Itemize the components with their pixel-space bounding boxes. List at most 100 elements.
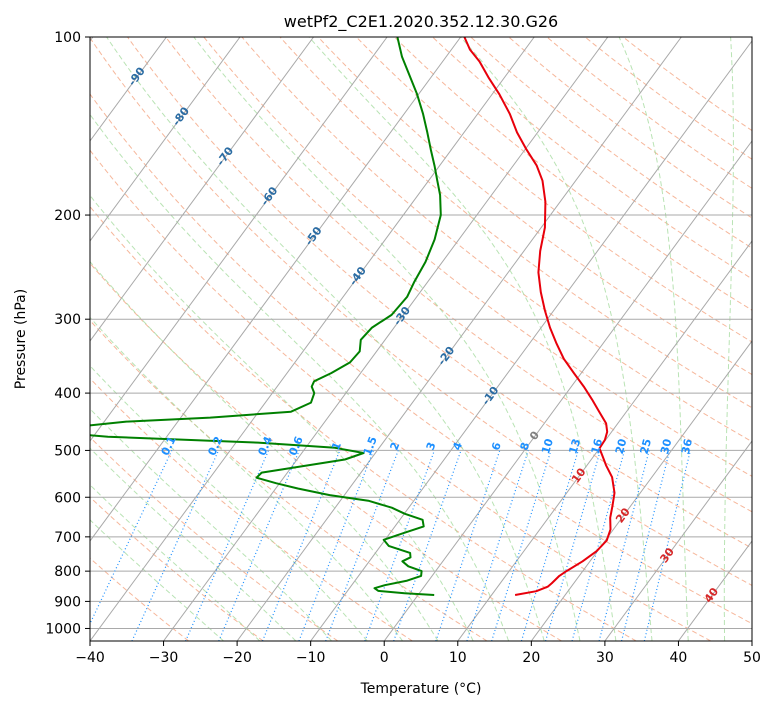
moist-adiabat (460, 37, 653, 641)
mixing-ratio-line (393, 450, 462, 641)
moist-adiabat (90, 194, 474, 641)
x-axis: −40 −30 −20 −10 0 10 20 30 40 50 (75, 641, 761, 666)
dry-adiabat (394, 37, 752, 311)
plot-frame (89, 36, 753, 642)
mixing-ratio-label: 36 (679, 437, 695, 455)
y-tick-label: 400 (54, 386, 81, 402)
moist-adiabat (308, 37, 617, 641)
mixing-ratio-label: 20 (613, 437, 630, 456)
isotherm-line (236, 37, 682, 641)
dry-adiabat (90, 377, 413, 641)
dry-adiabat (90, 436, 339, 641)
dry-adiabat (317, 37, 752, 376)
isotherm-label: 10 (569, 465, 589, 485)
isotherm-label: 30 (657, 545, 677, 565)
mixing-ratio-label: 3 (424, 440, 439, 452)
dry-adiabat (90, 93, 752, 625)
dewpoint-profile (90, 37, 442, 596)
x-tick-label: 30 (596, 650, 614, 666)
isotherm-line (90, 37, 241, 242)
x-tick-label: −20 (222, 650, 252, 666)
mixing-ratio-label: 1 (329, 440, 344, 452)
isotherm-label: -10 (479, 384, 501, 408)
mixing-ratio-label: 4 (450, 440, 465, 452)
y-tick-label: 900 (54, 594, 81, 610)
isotherm-line (90, 37, 535, 641)
isotherm-line (90, 37, 388, 442)
isotherm-label: -60 (258, 184, 280, 208)
mixing-ratio-line (90, 450, 173, 626)
isotherm-label: -80 (170, 104, 192, 128)
mixing-ratio-label: 10 (539, 437, 556, 456)
isotherm-line (604, 440, 752, 641)
mixing-ratio-label: 0.6 (286, 434, 306, 457)
y-tick-label: 600 (54, 490, 81, 506)
dry-adiabat (90, 496, 264, 641)
mixing-ratio-line (466, 450, 529, 641)
mixing-ratio-label: 8 (518, 441, 533, 452)
moist-adiabat (90, 408, 332, 641)
isotherm-line (90, 37, 314, 342)
dry-adiabat (432, 37, 752, 280)
moist-adiabat (106, 37, 545, 641)
dry-adiabat (546, 37, 752, 189)
y-tick-label: 200 (54, 208, 81, 224)
mixing-ratio-line (435, 450, 501, 641)
y-axis: 100 200 300 400 500 600 700 800 900 1000 (45, 30, 90, 637)
dry-adiabat (241, 37, 752, 443)
dry-adiabat (203, 37, 752, 477)
y-tick-label: 800 (54, 564, 81, 580)
mixing-ratio-label: 1.5 (361, 435, 380, 458)
mixing-ratio-line (545, 450, 601, 641)
mixing-ratio-line (491, 450, 552, 641)
isotherm-label: -40 (347, 264, 369, 288)
dry-adiabat (165, 37, 752, 513)
mixing-ratio-line (261, 450, 341, 641)
chart-title: wetPf2_C2E1.2020.352.12.30.G26 (284, 12, 558, 32)
x-tick-label: −40 (75, 650, 105, 666)
isotherm-label: 0 (527, 429, 542, 443)
dry-adiabat (90, 149, 711, 641)
mixing-ratio-label: 16 (589, 437, 606, 456)
mixing-ratio-label: 0.4 (255, 434, 275, 457)
isotherm-label: 20 (613, 505, 633, 525)
mixing-ratio-line (643, 450, 691, 641)
dry-adiabat (90, 262, 562, 641)
x-axis-label: Temperature (°C) (360, 681, 482, 697)
y-tick-label: 700 (54, 530, 81, 546)
isotherm-label: -50 (302, 224, 324, 248)
mixing-ratio-line (325, 450, 399, 641)
mixing-ratio-label: 2 (388, 440, 403, 452)
mixing-ratio-line (364, 450, 435, 641)
dry-adiabat (355, 37, 752, 343)
isotherm-label: -30 (391, 304, 413, 328)
dry-adiabat (90, 319, 488, 641)
isotherm-line (90, 37, 167, 142)
isotherm-label: -90 (126, 64, 148, 88)
moist-adiabat (193, 37, 581, 641)
dry-adiabat (90, 205, 637, 641)
temperature-profile (463, 37, 616, 596)
dry-adiabat (279, 37, 752, 409)
dry-adiabat (508, 37, 752, 219)
x-tick-label: 50 (743, 650, 761, 666)
isotherm-line (383, 140, 752, 641)
mixing-ratio-label: 6 (489, 440, 504, 452)
isotherm-line (457, 240, 752, 641)
moist-adiabat (90, 365, 368, 641)
isotherm-line (751, 640, 752, 641)
dry-adiabat (470, 37, 752, 249)
background-lines (90, 37, 752, 641)
mixing-ratio-line (185, 450, 270, 641)
x-tick-label: −30 (149, 650, 179, 666)
y-tick-label: 1000 (45, 621, 81, 637)
moist-adiabat (723, 37, 734, 641)
x-tick-label: 10 (449, 650, 467, 666)
y-axis-label: Pressure (hPa) (13, 289, 29, 389)
x-tick-label: 20 (522, 650, 540, 666)
mixing-ratio-line (571, 450, 626, 641)
isotherm-line (678, 540, 752, 641)
x-tick-label: 40 (670, 650, 688, 666)
mixing-ratio-line (218, 450, 300, 641)
